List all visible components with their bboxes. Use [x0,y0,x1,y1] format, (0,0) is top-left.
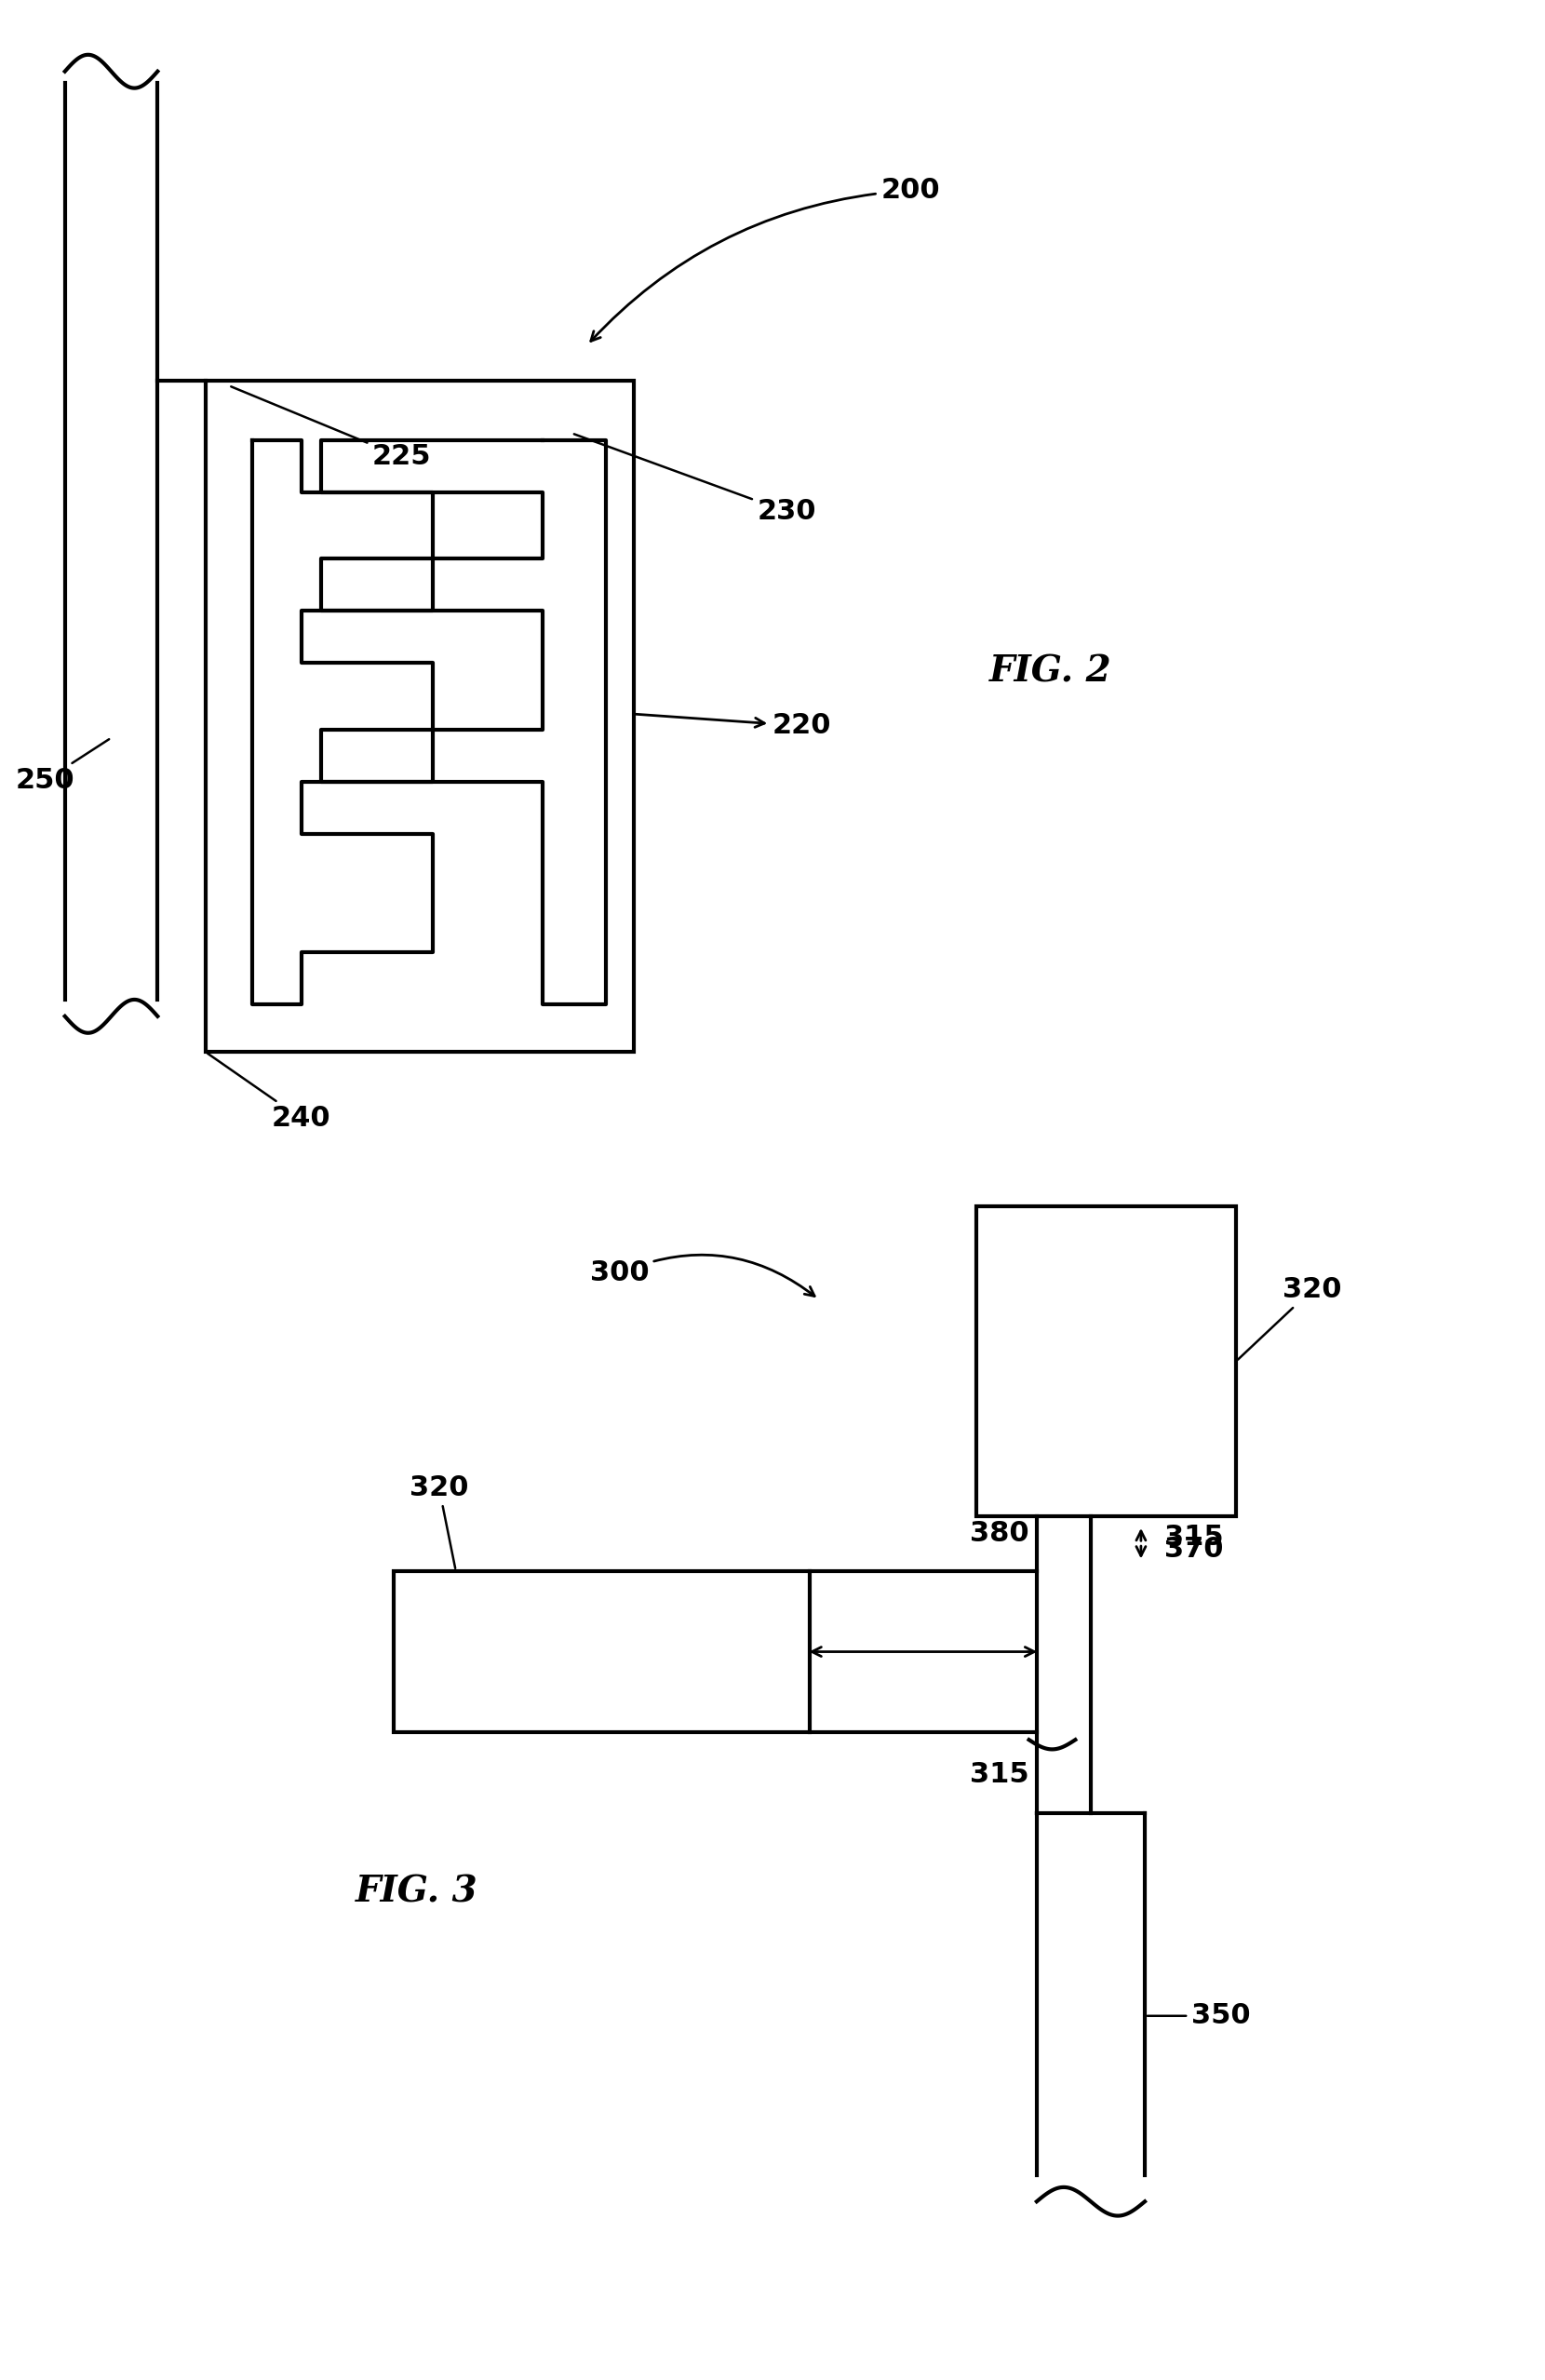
Text: 370: 370 [1165,1535,1224,1564]
Text: 220: 220 [637,712,831,740]
Text: 315: 315 [970,1761,1029,1787]
Text: 350: 350 [1148,2002,1250,2030]
Text: 230: 230 [575,433,816,526]
Bar [976,1207,1236,1516]
Text: FIG. 3: FIG. 3 [355,1875,479,1909]
Text: 200: 200 [590,176,939,340]
Text: 380: 380 [970,1521,1029,1547]
Text: 225: 225 [232,386,431,471]
Text: 240: 240 [207,1054,331,1133]
Bar [394,1571,810,1733]
Text: 320: 320 [409,1473,468,1568]
Text: 320: 320 [1238,1276,1341,1359]
Text: 300: 300 [590,1254,814,1297]
Text: FIG. 2: FIG. 2 [989,655,1112,688]
Bar [205,381,633,1052]
Text: 315: 315 [1165,1523,1224,1552]
Text: 250: 250 [15,740,110,795]
